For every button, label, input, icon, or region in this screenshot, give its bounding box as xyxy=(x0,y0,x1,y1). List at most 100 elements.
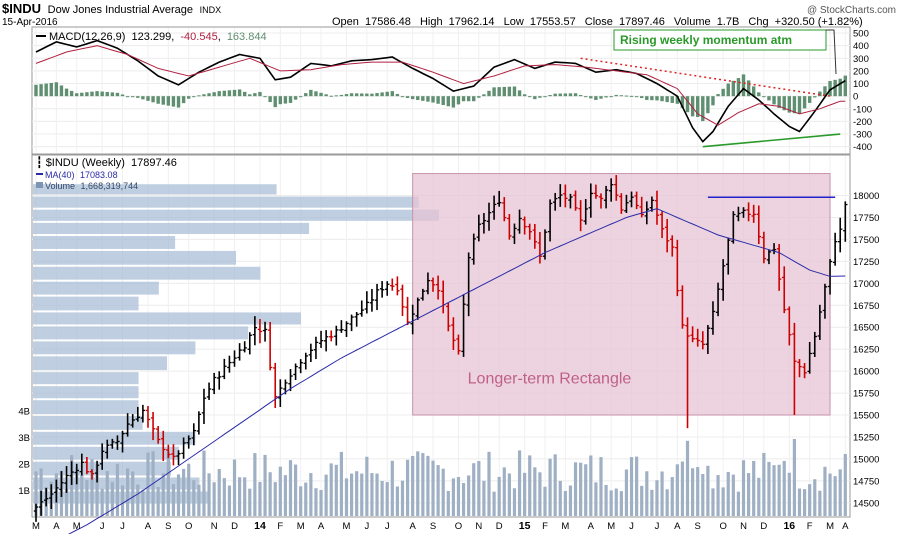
macd-hist-bar xyxy=(482,94,486,97)
macd-hist-bar xyxy=(405,96,410,98)
macd-hist-bar xyxy=(685,96,690,113)
macd-hist-bar xyxy=(354,93,359,97)
volume-bar xyxy=(472,463,476,516)
price-bar xyxy=(700,331,705,350)
volume-bar xyxy=(405,459,410,516)
price-bar xyxy=(741,207,746,218)
price-bar xyxy=(323,330,329,352)
macd-hist-bar xyxy=(767,96,771,101)
price-tick-label: 16000 xyxy=(853,367,879,378)
x-tick-label: D xyxy=(496,521,503,532)
volume-bar xyxy=(334,464,338,516)
volume-bar xyxy=(461,482,466,516)
macd-hist-bar xyxy=(125,96,130,98)
price-bar xyxy=(405,296,410,326)
volume-bar xyxy=(726,471,730,516)
macd-hist-bar xyxy=(823,86,827,97)
x-tick-label: D xyxy=(231,521,238,532)
price-bar xyxy=(410,304,415,335)
price-bar xyxy=(680,285,685,329)
volume-bar xyxy=(767,461,771,516)
price-bar xyxy=(843,201,848,242)
price-bar xyxy=(624,194,629,213)
macd-downtrend-line xyxy=(580,57,831,97)
macd-hist-bar xyxy=(34,84,38,97)
price-bar xyxy=(349,314,354,332)
price-bar xyxy=(578,200,583,232)
price-bar xyxy=(797,359,802,378)
volume-bar xyxy=(772,465,776,516)
macd-hist-bar xyxy=(502,86,506,97)
x-tick-label: J xyxy=(655,521,660,532)
macd-hist-bar xyxy=(151,96,155,103)
price-bar xyxy=(563,184,568,208)
volume-bar xyxy=(70,455,74,516)
price-bar xyxy=(150,411,156,441)
macd-hist-bar xyxy=(578,95,583,97)
macd-tick-label: 500 xyxy=(853,29,869,40)
price-bar xyxy=(542,229,548,260)
volume-bar xyxy=(635,456,639,516)
macd-hist-bar xyxy=(777,96,781,108)
volume-bar xyxy=(675,464,679,516)
volume-bar xyxy=(563,490,567,516)
price-bar xyxy=(614,175,619,201)
price-tick-label: 15250 xyxy=(853,432,879,443)
price-bar xyxy=(369,288,375,312)
price-tick-label: 18000 xyxy=(853,191,879,202)
volume-bar xyxy=(105,471,109,516)
macd-hist-bar xyxy=(64,88,69,97)
volume-bar xyxy=(624,469,629,516)
volume-bar xyxy=(650,489,654,516)
vol-legend-label: Volume xyxy=(45,181,75,191)
x-tick-label: O xyxy=(185,521,192,532)
price-bar xyxy=(43,487,49,507)
volume-bar xyxy=(426,455,430,516)
macd-hist-bar xyxy=(283,96,288,104)
macd-hist-bar xyxy=(181,96,186,104)
macd-hist-bar xyxy=(39,84,43,97)
volume-bar xyxy=(365,456,369,516)
macd-hist-bar xyxy=(472,96,476,102)
volume-bar xyxy=(171,484,176,516)
price-bar xyxy=(817,304,823,340)
volume-bar xyxy=(802,489,807,516)
x-tick-label: F xyxy=(807,521,813,532)
macd-hist-bar xyxy=(665,96,669,103)
price-bar xyxy=(196,411,202,435)
macd-hist-bar xyxy=(217,91,221,97)
macd-hist-bar xyxy=(528,96,532,98)
price-bar xyxy=(787,306,792,346)
volume-bar xyxy=(253,453,257,516)
price-bar xyxy=(267,321,273,371)
macd-hist-bar xyxy=(90,91,94,97)
price-bar xyxy=(812,331,817,357)
volume-bar xyxy=(176,474,181,516)
volume-bar xyxy=(533,467,537,516)
macd-hist-bar xyxy=(584,96,588,98)
volume-bar xyxy=(273,482,277,516)
volume-bar xyxy=(446,490,450,516)
volume-bar xyxy=(299,486,303,516)
volume-bar xyxy=(238,477,242,516)
macd-hist-bar xyxy=(553,93,557,97)
volume-bar xyxy=(589,455,593,516)
macd-hist-bar xyxy=(721,88,725,97)
macd-hist-bar xyxy=(843,75,848,97)
volume-bar xyxy=(843,453,847,516)
macd-hist-bar xyxy=(451,96,456,108)
x-tick-label: N xyxy=(211,521,218,532)
volume-bar xyxy=(619,491,623,516)
macd-hist-bar xyxy=(293,96,298,100)
price-bar xyxy=(425,272,431,295)
macd-hist-bar xyxy=(711,96,715,106)
price-bar xyxy=(395,276,400,296)
volume-bar xyxy=(156,486,160,516)
macd-hist-bar xyxy=(105,91,109,97)
macd-hist-bar xyxy=(517,90,522,97)
volume-bar xyxy=(528,455,532,516)
price-bar xyxy=(354,312,359,327)
svg-text:MA(40) 17083.08: MA(40) 17083.08 xyxy=(45,170,118,180)
x-tick-label: S xyxy=(430,521,436,532)
macd-tick-label: 0 xyxy=(853,92,858,103)
